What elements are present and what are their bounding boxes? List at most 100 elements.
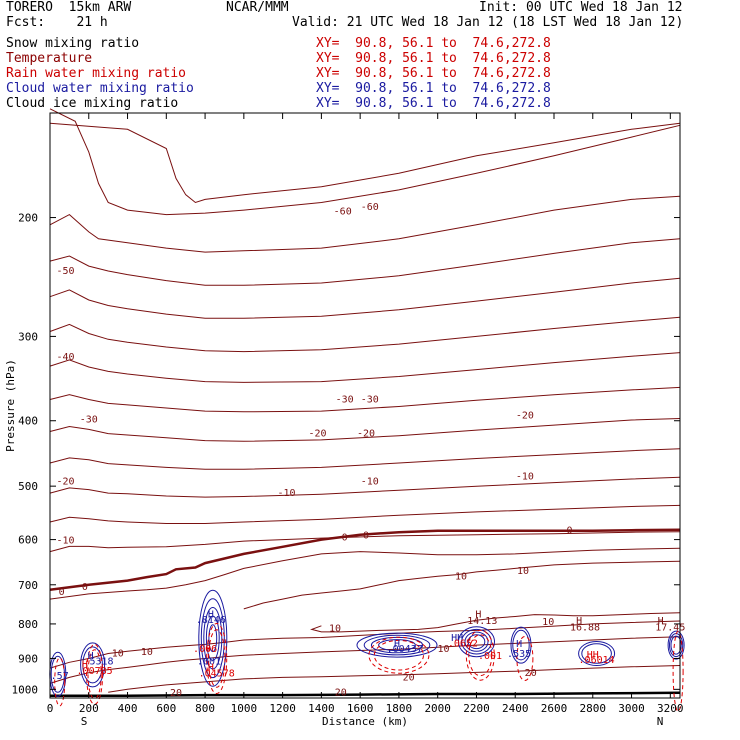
field-xy: XY= 90.8, 56.1 to 74.6,272.8 [316,96,551,111]
contour-label: 0 [342,533,348,544]
contour-label: H [516,639,522,650]
y-tick-label: 1000 [12,683,39,696]
cloud-water-contour [464,631,489,652]
field-xy: XY= 90.8, 56.1 to 74.6,272.8 [316,66,551,81]
rain-contour [465,629,495,681]
contour-label: 10 [542,617,554,628]
contour-label: .8146 [196,615,226,626]
contour-label: 10 [141,647,153,658]
header-org: NCAR/MMM [226,0,289,15]
field-row: Cloud water mixing ratio XY= 90.8, 56.1 … [6,81,551,96]
contour-label: HH [451,633,463,644]
contour-label: 10 [517,566,529,577]
field-xy: XY= 90.8, 56.1 to 74.6,272.8 [316,36,551,51]
x-tick-label: 1600 [347,702,374,715]
contour-label: 0 [59,587,65,598]
freezing-line [49,528,681,592]
cloud-water-contour [581,643,612,664]
temperature-contour [49,620,681,669]
y-tick-label: 800 [18,618,38,631]
contour-label: 20 [403,672,415,683]
fcst-value: 21 h [76,15,108,30]
plot-frame [49,112,681,699]
field-row: Snow mixing ratio XY= 90.8, 56.1 to 74.6… [6,36,551,51]
x-tick-label: 3200 [657,702,684,715]
field-name: Cloud water mixing ratio [6,81,194,96]
x-tick-label: 1800 [386,702,413,715]
contour-label: H [576,616,582,627]
y-tick-label: 300 [18,330,38,343]
temperature-contour [310,612,681,633]
contour-label: -10 [277,488,295,499]
cloud-water-contour [205,615,220,661]
x-tick-label: 600 [156,702,176,715]
field-name: Snow mixing ratio [6,36,140,51]
field-row: Rain water mixing ratio XY= 90.8, 56.1 t… [6,66,551,81]
temperature-contour [49,277,681,319]
x-axis-label: Distance (km) [322,715,408,728]
cloud-water-contour [356,632,438,658]
y-tick-label: 600 [18,534,38,547]
temperature-contour [49,504,681,524]
contour-label: .0652 [448,638,478,649]
contour-label: -10 [361,476,379,487]
contour-label: H [88,651,94,662]
cloud-water-contour [363,634,431,656]
cloud-water-contour [461,628,492,655]
y-tick-label: 700 [18,579,38,592]
contour-label: .04578 [199,669,235,680]
contour-label: 10 [112,649,124,660]
y-tick-label: 200 [18,212,38,225]
contour-label: -10 [56,536,74,547]
temperature-contour [49,352,681,383]
rain-contour [54,657,66,707]
x-tick-label: 2000 [424,702,451,715]
x-tick-label: 2600 [541,702,568,715]
rain-contour [368,636,430,674]
contour-label: H [208,662,214,673]
temperature-contour [49,531,681,553]
cloud-water-contour [667,630,685,660]
contour-label: .57 [51,671,69,682]
contour-label: 20 [335,687,347,698]
contour-label: 14.13 [467,616,497,627]
temperature-contour [49,636,681,684]
temperature-contour [49,476,681,498]
contour-label: 10 [329,623,341,634]
x-tick-label: 400 [118,702,138,715]
x-tick-label: 1000 [231,702,258,715]
contour-label: 10 [437,644,449,655]
contour-label: H [82,659,88,670]
temperature-contour [108,665,681,693]
cloud-water-contour [578,641,616,666]
contour-label: -40 [56,352,74,363]
temperature-contour [49,418,681,442]
y-tick-label: 900 [18,652,38,665]
cloud-water-contour [198,589,228,687]
field-xy: XY= 90.8, 56.1 to 74.6,272.8 [316,81,551,96]
rain-contour [206,623,228,694]
header-model: TORERO 15km ARW [6,0,131,15]
axes-layer: 0 200 400 600 800 1000 1200 1400 1600 1800 2000 220… [12,113,684,715]
temperature-contour [243,560,681,610]
temperature-contour [49,316,681,353]
rain-contour [87,649,102,700]
contour-label: 10 [455,571,467,582]
y-axis-label: Pressure (hPa) [4,359,17,452]
contour-label: -60 [361,202,379,213]
temperature-contour [49,238,681,286]
contour-label: HH [587,650,599,661]
field-name: Cloud ice mixing ratio [6,96,179,111]
cloud-water-contour [670,635,682,655]
temperature-contour [49,547,681,600]
y-tick-label: 500 [18,480,38,493]
contour-label: H [658,616,664,627]
contour-label: .001 [197,657,221,668]
x-tick-label: 1200 [269,702,296,715]
rain-contour [86,643,104,705]
header-init: Init: 00 UTC Wed 18 Jan 12 [479,0,683,15]
cloud-water-contour [203,607,223,670]
x-tick-label: 200 [79,702,99,715]
field-xy: XY= 90.8, 56.1 to 74.6,272.8 [316,51,551,66]
label-layer: -60 -60 -50 -40 -30 -30 -30 -20 -20 -20 -20 -10 -10 -… [51,202,686,699]
